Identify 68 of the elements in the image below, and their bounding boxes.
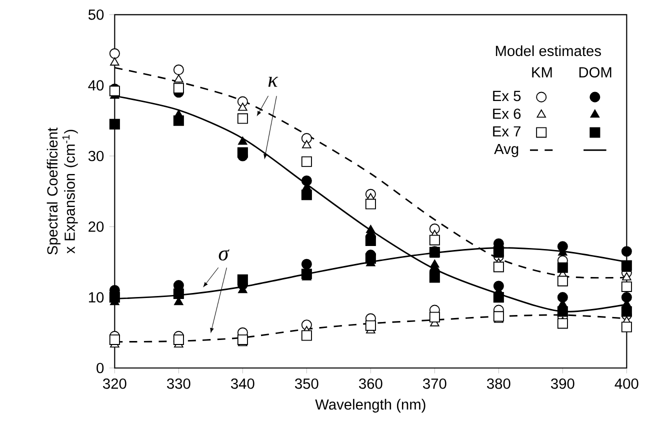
y-tick-label: 30	[88, 150, 104, 162]
point	[493, 246, 504, 257]
point	[174, 74, 184, 83]
point	[109, 292, 120, 303]
point	[173, 334, 184, 346]
point	[301, 190, 312, 200]
point	[429, 272, 440, 283]
point	[238, 102, 248, 111]
x-tick-label: 340	[231, 378, 254, 390]
point	[557, 262, 568, 274]
point	[557, 276, 568, 287]
x-tick-label: 350	[295, 378, 318, 390]
legend-label: Ex 7	[493, 126, 521, 137]
point	[557, 306, 568, 317]
legend-label: Ex 5	[493, 91, 521, 102]
point	[365, 253, 376, 264]
point	[557, 318, 568, 329]
point	[621, 322, 632, 332]
point	[493, 262, 504, 272]
point	[110, 58, 120, 66]
y-tick-label: 0	[96, 362, 104, 374]
point	[621, 246, 632, 257]
point	[301, 259, 312, 270]
annotation: κ	[268, 77, 278, 87]
point	[365, 236, 376, 246]
annotation: KM	[532, 67, 552, 78]
point	[493, 311, 504, 322]
annotation: DOM	[579, 67, 612, 78]
legend-label: Avg	[494, 144, 518, 158]
y-tick-label: 20	[88, 222, 104, 232]
point	[237, 274, 248, 286]
point	[621, 282, 632, 292]
x-tick-label: 390	[550, 378, 574, 390]
x-tick-label: 360	[358, 378, 382, 390]
point	[109, 334, 120, 346]
annotation: σ	[218, 249, 230, 261]
point	[237, 334, 248, 346]
point	[173, 83, 184, 94]
point	[430, 260, 440, 268]
point	[173, 288, 184, 300]
x-axis-title: Wavelength (nm)	[315, 399, 426, 413]
point	[109, 119, 120, 130]
point	[493, 292, 504, 303]
point	[621, 306, 632, 317]
y-tick-label: 10	[88, 292, 104, 303]
point	[365, 320, 376, 332]
point	[622, 272, 632, 281]
point	[621, 260, 632, 271]
point	[429, 234, 440, 246]
point	[173, 116, 184, 126]
point	[301, 330, 312, 341]
point	[365, 198, 376, 210]
x-tick-label: 370	[422, 378, 446, 390]
y-tick-label: 40	[88, 80, 104, 91]
legend-title: Model estimates	[496, 46, 601, 56]
x-tick-label: 330	[167, 378, 190, 390]
legend-label: Ex 6	[493, 108, 521, 120]
x-tick-label: 320	[103, 378, 126, 390]
x-tick-label: 380	[486, 378, 510, 390]
point	[238, 136, 248, 145]
point	[429, 312, 440, 323]
point	[302, 140, 312, 148]
point	[237, 147, 248, 158]
x-tick-label: 400	[614, 378, 638, 390]
point	[301, 176, 312, 186]
point	[301, 268, 312, 280]
y-tick-label: 50	[88, 10, 104, 20]
point	[366, 225, 376, 234]
